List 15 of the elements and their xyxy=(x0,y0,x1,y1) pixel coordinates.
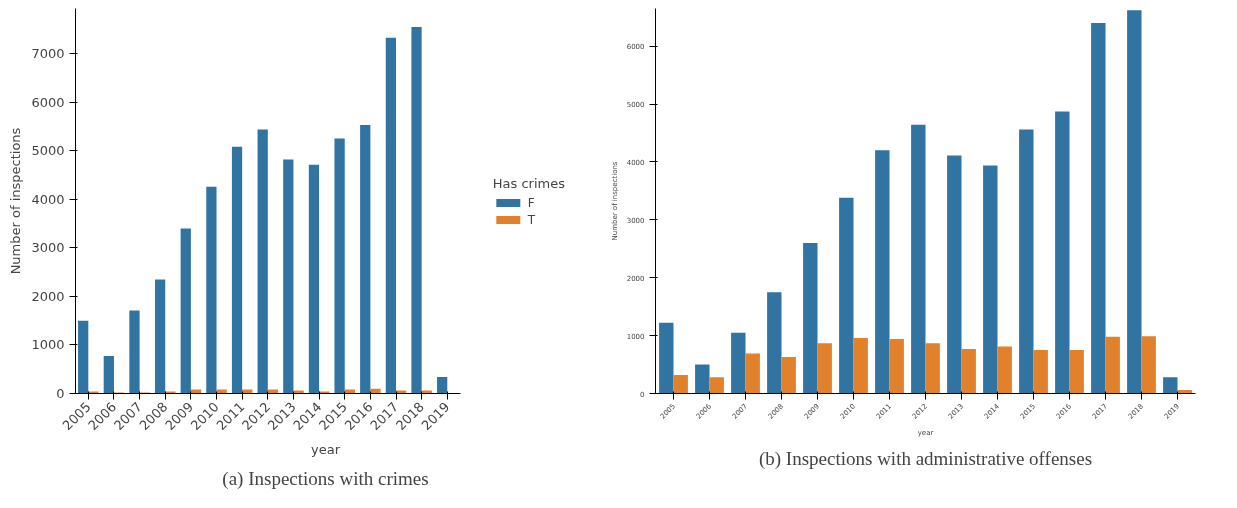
legend-title: Has crimes xyxy=(492,175,565,190)
legend-label: T xyxy=(527,212,537,226)
text: (a) Inspections with crimes xyxy=(222,467,429,490)
y-tick-label: 2000 xyxy=(31,288,65,304)
x-axis-title: year xyxy=(311,442,341,458)
y-tick-label: 6000 xyxy=(31,94,65,110)
y-tick-label: 5000 xyxy=(31,143,65,159)
y-tick-label: 1000 xyxy=(31,337,65,353)
y-tick-label: 0 xyxy=(56,386,65,401)
text: (b) Inspections with administrative offenses xyxy=(758,447,1093,470)
y-tick-label: 3000 xyxy=(31,240,65,256)
y-tick-label: 4000 xyxy=(31,191,65,207)
y-tick-label: 7000 xyxy=(31,46,65,62)
y-axis-title: Number of inspections xyxy=(8,127,24,275)
legend-label: F xyxy=(527,195,536,209)
